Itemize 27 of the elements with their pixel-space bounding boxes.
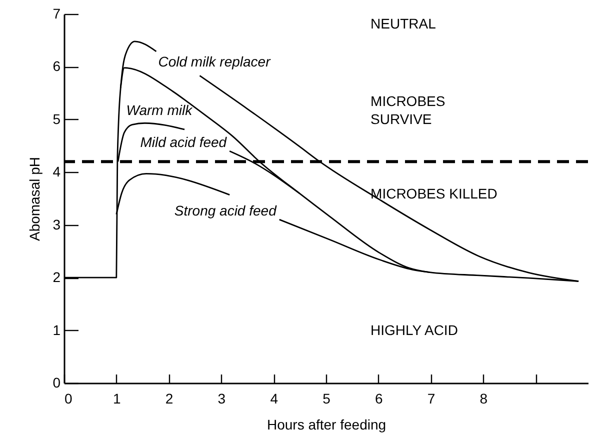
series-label: Strong acid feed (174, 202, 278, 219)
y-tick-label: 3 (52, 216, 61, 232)
x-tick-label: 1 (113, 390, 121, 406)
x-tick-label: 6 (375, 390, 383, 406)
y-tick-label: 1 (52, 322, 61, 338)
x-tick-label: 4 (270, 390, 278, 406)
y-tick-label: 6 (52, 58, 61, 74)
x-tick-label: 3 (218, 390, 226, 406)
x-tick-label: 5 (322, 390, 331, 406)
y-axis-title: Abomasal pH (26, 156, 43, 242)
annotation: MICROBES KILLED (370, 185, 498, 202)
y-tick-label: 0 (52, 374, 61, 390)
series-label: Mild acid feed (140, 134, 228, 150)
annotation: HIGHLY ACID (370, 322, 458, 338)
x-tick-label: 8 (480, 390, 488, 406)
series-label: Cold milk replacer (158, 53, 272, 70)
series-label: Warm milk (126, 102, 194, 118)
annotation: NEUTRAL (370, 16, 436, 32)
annotation: MICROBES SURVIVE (370, 93, 446, 128)
y-tick-label: 4 (52, 164, 61, 180)
x-tick-label: 0 (64, 390, 72, 406)
y-tick-label: 2 (52, 269, 61, 286)
y-tick-label: 5 (52, 110, 61, 127)
y-tick-label: 7 (52, 6, 61, 22)
x-tick-label: 7 (427, 390, 436, 406)
x-axis-title: Hours after feeding (266, 416, 386, 432)
x-tick-label: 2 (165, 390, 174, 406)
